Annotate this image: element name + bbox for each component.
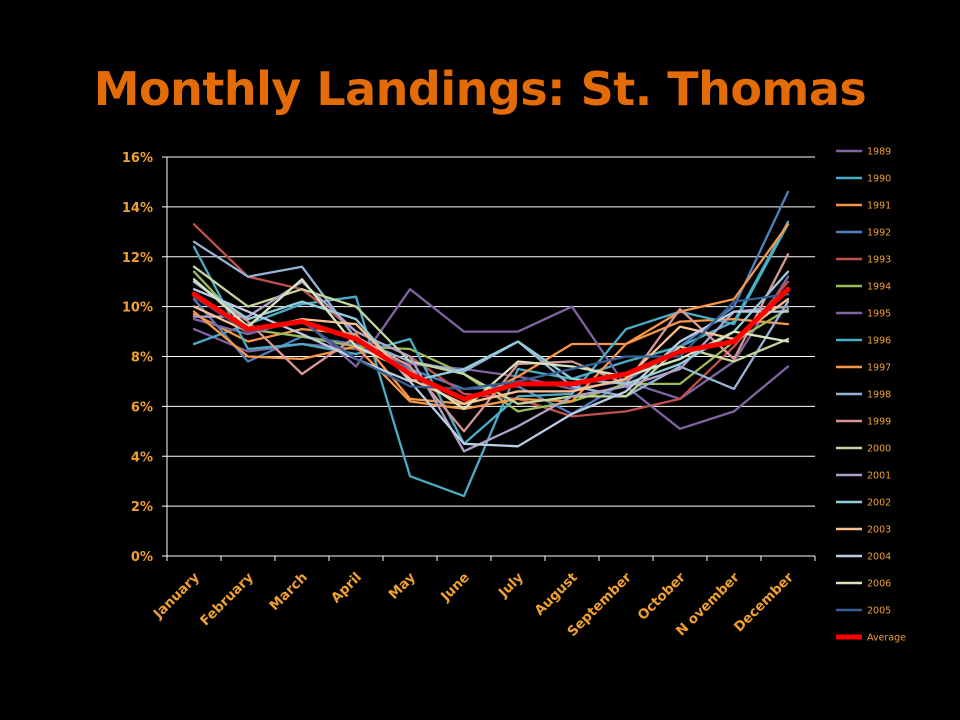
y-tick-label: 2% xyxy=(131,500,153,515)
legend-label: 1990 xyxy=(867,174,891,185)
series-line-2002 xyxy=(192,270,790,386)
legend-label: 1993 xyxy=(867,255,891,266)
y-tick-label: 12% xyxy=(122,251,153,266)
x-tick-label: May xyxy=(386,569,419,602)
y-axis-tick-labels: 0% 2% 4% 6% 8% 10% 12% 14% 16% xyxy=(122,151,153,565)
legend-label: 1997 xyxy=(867,363,891,374)
legend-label: 1995 xyxy=(867,309,891,320)
legend-label: 1999 xyxy=(867,417,891,428)
legend-label: 1989 xyxy=(867,147,891,158)
series-line-1996 xyxy=(192,223,790,445)
legend-label: 2006 xyxy=(867,579,891,590)
y-tick-label: 10% xyxy=(122,301,153,316)
x-tick-label: October xyxy=(635,569,689,623)
series-line-average xyxy=(191,286,791,402)
x-tick-label: March xyxy=(266,570,310,614)
series-line-1997 xyxy=(192,223,790,411)
legend-label: 2002 xyxy=(867,498,891,509)
legend-label: 2000 xyxy=(867,444,891,455)
legend-label: 1998 xyxy=(867,390,891,401)
legend-label: 1996 xyxy=(867,336,891,347)
legend-label: 1994 xyxy=(867,282,891,293)
y-tick-label: 16% xyxy=(122,151,153,166)
y-tick-label: 6% xyxy=(131,400,153,415)
series-line-1990 xyxy=(192,220,790,498)
legend-label: 2001 xyxy=(867,471,891,482)
legend-label: 2004 xyxy=(867,552,891,563)
legend: 1989 1990 1991 1992 1993 1994 1995 1996 1997 1998… xyxy=(836,147,906,644)
y-tick-label: 8% xyxy=(131,351,153,366)
x-tick-label: June xyxy=(437,570,473,606)
x-tick-label: August xyxy=(531,569,581,619)
legend-label: 1992 xyxy=(867,228,891,239)
legend-label: Average xyxy=(867,633,906,644)
legend-label: 2005 xyxy=(867,606,891,617)
y-tick-label: 4% xyxy=(131,450,153,465)
series-lines xyxy=(191,190,791,498)
chart-title: Monthly Landings: St. Thomas xyxy=(93,62,867,116)
y-tick-label: 0% xyxy=(131,550,153,565)
x-tick-label: July xyxy=(495,569,527,601)
x-tick-label: February xyxy=(197,569,257,629)
series-line-2004 xyxy=(192,288,790,448)
legend-label: 1991 xyxy=(867,201,891,212)
x-tick-label: April xyxy=(328,570,365,607)
axes xyxy=(162,156,816,561)
x-tick-label: January xyxy=(150,569,203,622)
y-tick-label: 14% xyxy=(122,201,153,216)
series-line-2000 xyxy=(192,265,790,406)
legend-label: 2003 xyxy=(867,525,891,536)
